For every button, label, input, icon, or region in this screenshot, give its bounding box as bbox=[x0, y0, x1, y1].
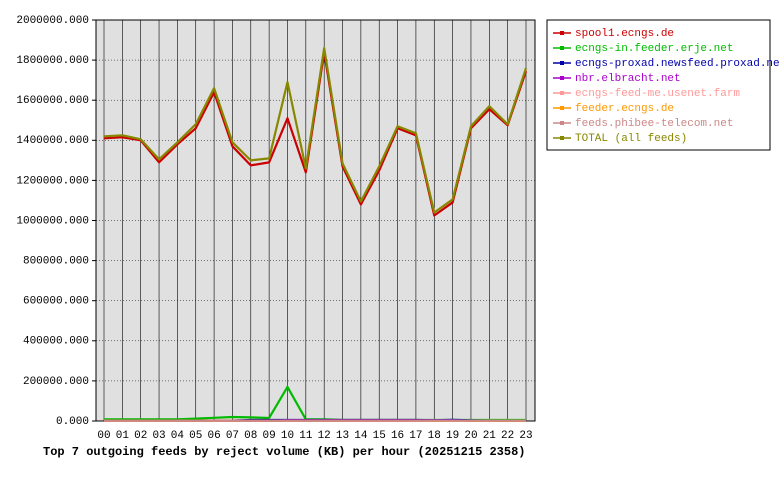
x-tick-label: 09 bbox=[263, 430, 276, 442]
x-tick-label: 19 bbox=[446, 430, 459, 442]
x-tick-label: 17 bbox=[409, 430, 422, 442]
x-tick-label: 14 bbox=[354, 430, 368, 442]
y-tick-label: 200000.000 bbox=[23, 376, 89, 388]
legend-label: spool1.ecngs.de bbox=[575, 28, 674, 40]
x-tick-label: 21 bbox=[483, 430, 497, 442]
x-tick-label: 11 bbox=[299, 430, 313, 442]
x-tick-label: 15 bbox=[373, 430, 386, 442]
x-tick-label: 13 bbox=[336, 430, 349, 442]
legend-box bbox=[546, 19, 771, 151]
y-tick-label: 1400000.000 bbox=[16, 135, 89, 147]
y-tick-label: 1200000.000 bbox=[16, 175, 89, 187]
legend-label: ecngs-proxad.newsfeed.proxad.net bbox=[575, 58, 780, 70]
x-tick-label: 16 bbox=[391, 430, 404, 442]
x-tick-label: 07 bbox=[226, 430, 239, 442]
legend-marker bbox=[560, 46, 564, 50]
legend-label: feeder.ecngs.de bbox=[575, 103, 674, 115]
y-tick-label: 1800000.000 bbox=[16, 55, 89, 67]
series-line bbox=[103, 46, 528, 214]
x-tick-label: 22 bbox=[501, 430, 514, 442]
y-tick-label: 2000000.000 bbox=[16, 15, 89, 27]
legend-label: TOTAL (all feeds) bbox=[575, 133, 687, 145]
x-tick-label: 01 bbox=[116, 430, 130, 442]
legend-label: feeds.phibee-telecom.net bbox=[575, 118, 733, 130]
x-tick-label: 06 bbox=[207, 430, 220, 442]
y-tick-label: 400000.000 bbox=[23, 336, 89, 348]
y-tick-label: 800000.000 bbox=[23, 256, 89, 268]
legend-label: nbr.elbracht.net bbox=[575, 73, 681, 85]
x-tick-label: 18 bbox=[428, 430, 441, 442]
x-tick-label: 08 bbox=[244, 430, 257, 442]
x-tick-label: 12 bbox=[318, 430, 331, 442]
legend-label: ecngs-feed-me.usenet.farm bbox=[575, 88, 740, 100]
y-tick-label: 1000000.000 bbox=[16, 215, 89, 227]
legend-marker bbox=[560, 61, 564, 65]
x-tick-label: 23 bbox=[519, 430, 532, 442]
legend-label: ecngs-in.feeder.erje.net bbox=[575, 43, 733, 55]
y-tick-label: 600000.000 bbox=[23, 296, 89, 308]
x-tick-label: 03 bbox=[152, 430, 165, 442]
x-tick-label: 04 bbox=[171, 430, 185, 442]
legend-marker bbox=[560, 91, 564, 95]
x-tick-label: 20 bbox=[464, 430, 477, 442]
x-tick-label: 10 bbox=[281, 430, 294, 442]
chart-title: Top 7 outgoing feeds by reject volume (K… bbox=[43, 445, 525, 459]
legend-marker bbox=[560, 106, 564, 110]
x-tick-label: 02 bbox=[134, 430, 147, 442]
y-tick-label: 0.000 bbox=[56, 416, 89, 428]
x-tick-label: 05 bbox=[189, 430, 202, 442]
legend-marker bbox=[560, 121, 564, 125]
y-tick-label: 1600000.000 bbox=[16, 95, 89, 107]
x-tick-label: 00 bbox=[97, 430, 110, 442]
legend-marker bbox=[560, 31, 564, 35]
legend-marker bbox=[560, 76, 564, 80]
legend-marker bbox=[560, 136, 564, 140]
